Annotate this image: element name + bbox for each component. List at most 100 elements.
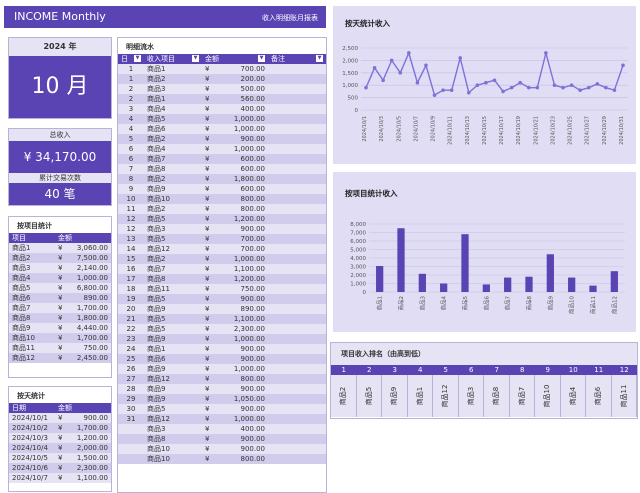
day-cell: 23 <box>118 334 144 344</box>
table-row: 12 商品5 ¥1,200.00 <box>118 214 326 224</box>
total-income-value: ¥ 34,170.00 <box>23 150 97 164</box>
col-header-item[interactable]: 收入项目 ▼ <box>144 54 202 64</box>
table-row: 商品8 ¥1,800.00 <box>9 313 111 323</box>
table-row: 2 商品1 ¥560.00 <box>118 94 326 104</box>
note-cell <box>268 214 326 224</box>
project-name-cell: 商品7 <box>9 303 55 313</box>
detail-ledger-title: 明细流水 <box>126 43 154 51</box>
item-cell: 商品12 <box>144 244 202 254</box>
currency-cell: ¥ <box>55 273 67 283</box>
rank-item-label: 商品6 <box>594 386 603 406</box>
rank-cell: 商品12 <box>433 375 459 417</box>
bar <box>376 265 384 292</box>
day-cell: 2 <box>118 94 144 104</box>
rank-item-label: 商品10 <box>543 384 552 408</box>
note-cell <box>268 384 326 394</box>
x-tick-label: 商品11 <box>589 296 597 314</box>
item-cell: 商品12 <box>144 414 202 424</box>
rank-cell: 商品5 <box>356 375 382 417</box>
amount-cell: 800.00 <box>214 374 268 384</box>
col-header-amount: 金额 <box>55 233 111 243</box>
filter-dropdown-icon[interactable]: ▼ <box>192 55 199 62</box>
table-row: 22 商品5 ¥2,300.00 <box>118 324 326 334</box>
amount-cell: 900.00 <box>214 384 268 394</box>
x-tick-label: 2024/10/5 <box>396 116 402 142</box>
item-cell: 商品2 <box>144 74 202 84</box>
rank-number: 9 <box>545 366 550 374</box>
table-row: 23 商品9 ¥1,000.00 <box>118 334 326 344</box>
bar <box>440 283 448 292</box>
x-tick-label: 2024/10/13 <box>465 116 471 145</box>
filter-dropdown-icon[interactable]: ▼ <box>134 55 141 62</box>
item-cell: 商品10 <box>144 194 202 204</box>
detail-ledger-panel: 明细流水 日 ▼ 收入项目 ▼ 金额 ▼ 备注 ▼ 1 商品1 ¥700.00 1 商品2 ¥20… <box>117 37 327 493</box>
item-cell: 商品10 <box>144 454 202 464</box>
x-tick-label: 商品8 <box>525 295 533 310</box>
col-header-note[interactable]: 备注 ▼ <box>268 54 326 64</box>
currency-cell: ¥ <box>202 234 214 244</box>
day-cell: 1 <box>118 74 144 84</box>
item-cell: 商品3 <box>144 224 202 234</box>
currency-cell: ¥ <box>55 453 67 463</box>
amount-cell: 900.00 <box>214 344 268 354</box>
currency-cell: ¥ <box>202 74 214 84</box>
data-point <box>509 85 514 90</box>
currency-cell: ¥ <box>202 254 214 264</box>
amount-cell: 1,700.00 <box>67 303 111 313</box>
bar <box>610 271 618 292</box>
note-cell <box>268 254 326 264</box>
x-tick-label: 2024/10/9 <box>431 116 437 142</box>
amount-cell: 800.00 <box>214 454 268 464</box>
rank-item-label: 商品8 <box>492 386 501 406</box>
data-point <box>449 88 454 92</box>
col-header-detail-amount[interactable]: 金额 ▼ <box>202 54 268 64</box>
currency-cell: ¥ <box>202 354 214 364</box>
table-row: 1 商品1 ¥700.00 <box>118 64 326 74</box>
x-tick-label: 商品12 <box>610 296 618 314</box>
data-point <box>586 85 591 90</box>
x-tick-label: 2024/10/7 <box>413 116 419 142</box>
table-row: 6 商品7 ¥600.00 <box>118 154 326 164</box>
day-cell: 4 <box>118 114 144 124</box>
currency-cell: ¥ <box>55 433 67 443</box>
item-cell: 商品5 <box>144 314 202 324</box>
currency-cell: ¥ <box>202 374 214 384</box>
note-cell <box>268 334 326 344</box>
day-cell: 4 <box>118 124 144 134</box>
daily-income-chart-title: 按天统计收入 <box>345 19 390 28</box>
currency-cell: ¥ <box>55 283 67 293</box>
amount-cell: 2,450.00 <box>67 353 111 363</box>
col-header-day[interactable]: 日 ▼ <box>118 54 144 64</box>
note-cell <box>268 294 326 304</box>
data-point <box>578 88 582 92</box>
project-name-cell: 商品9 <box>9 323 55 333</box>
item-cell: 商品8 <box>144 164 202 174</box>
rank-item-label: 商品2 <box>339 386 348 406</box>
project-income-bar-chart: 0 1,000 2,000 3,000 4,000 5,000 6,000 7,000 8,00… <box>350 222 625 314</box>
amount-cell: 1,700.00 <box>67 423 111 433</box>
ranking-title: 项目收入排名（由高到低） <box>331 343 637 365</box>
amount-cell: 1,000.00 <box>67 273 111 283</box>
filter-dropdown-icon[interactable]: ▼ <box>316 55 323 62</box>
data-point <box>569 83 574 87</box>
project-name-cell: 商品5 <box>9 283 55 293</box>
note-cell <box>268 114 326 124</box>
day-cell: 10 <box>118 194 144 204</box>
currency-cell: ¥ <box>202 384 214 394</box>
day-cell: 17 <box>118 274 144 284</box>
x-tick-label: 2024/10/11 <box>448 116 454 145</box>
table-row: 商品8 ¥900.00 <box>118 434 326 444</box>
amount-cell: 1,000.00 <box>214 124 268 134</box>
table-row: 27 商品12 ¥800.00 <box>118 374 326 384</box>
item-cell: 商品3 <box>144 424 202 434</box>
filter-dropdown-icon[interactable]: ▼ <box>258 55 265 62</box>
currency-cell: ¥ <box>202 274 214 284</box>
table-row: 19 商品5 ¥900.00 <box>118 294 326 304</box>
amount-cell: 1,000.00 <box>214 414 268 424</box>
rank-number: 10 <box>568 366 578 374</box>
day-cell: 29 <box>118 394 144 404</box>
project-name-cell: 商品11 <box>9 343 55 353</box>
date-cell: 2024/10/4 <box>9 443 55 453</box>
currency-cell: ¥ <box>202 114 214 124</box>
daily-income-line-chart: 0 500 1,000 1,500 2,000 2,500 2024/10/1 2024/10… <box>342 46 628 145</box>
